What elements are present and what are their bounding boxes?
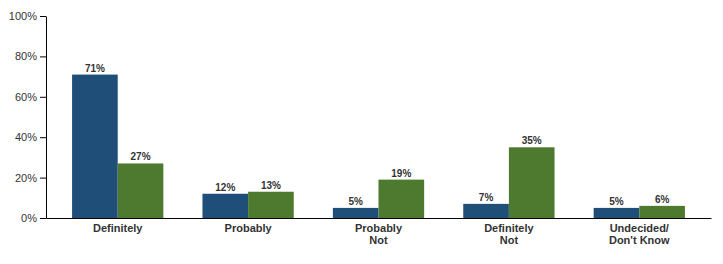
bar <box>463 204 509 218</box>
tick-label: ProbablyNot <box>355 222 403 247</box>
tick-label-line: Not <box>500 234 519 246</box>
bar <box>248 192 294 218</box>
data-label: 35% <box>522 135 542 146</box>
tick-label-line: Undecided/ <box>610 222 669 234</box>
tick-label: 20% <box>15 172 37 184</box>
tick-mark <box>40 56 46 57</box>
plot: 0%20%40%60%80%100%DefinitelyProbablyProb… <box>9 10 712 246</box>
tick-label: 40% <box>15 131 37 143</box>
tick-label-line: Don't Know <box>609 234 670 246</box>
tick-label: 60% <box>15 91 37 103</box>
chart-svg: 0%20%40%60%80%100%DefinitelyProbablyProb… <box>0 0 723 264</box>
bar <box>594 208 640 218</box>
data-label: 13% <box>261 180 281 191</box>
data-labels: 71% 12% 5% 7% 5% 27% 13% 19% 35% 6% <box>85 63 670 207</box>
bar <box>379 180 425 218</box>
tick: 100% <box>9 10 46 22</box>
data-label: 5% <box>348 196 363 207</box>
bar <box>509 147 555 218</box>
data-label: 19% <box>391 168 411 179</box>
tick-label-line: Probably <box>355 222 403 234</box>
tick: 20% <box>15 172 46 184</box>
y-axis: 0% 20% 40% 60% 80% 100% <box>9 10 47 224</box>
tick: ProbablyNot <box>355 222 403 247</box>
tick-mark <box>40 137 46 138</box>
tick: Undecided/Don't Know <box>609 222 670 247</box>
data-label: 7% <box>479 192 494 203</box>
tick: DefinitelyNot <box>484 222 534 247</box>
bar <box>639 206 685 218</box>
tick-label: 80% <box>15 50 37 62</box>
tick-mark <box>40 16 46 17</box>
tick-label: DefinitelyNot <box>484 222 534 247</box>
tick-label-line: Definitely <box>484 222 534 234</box>
tick-label: 0% <box>21 212 37 224</box>
tick-label: 100% <box>9 10 37 22</box>
tick-mark <box>40 178 46 179</box>
tick-label-line: Probably <box>225 222 273 234</box>
data-label: 6% <box>655 194 670 205</box>
data-label: 71% <box>85 63 105 74</box>
tick: 60% <box>15 91 46 103</box>
tick-label: Probably <box>225 222 273 234</box>
tick-mark <box>40 97 46 98</box>
data-label: 27% <box>131 151 151 162</box>
tick: 0% <box>21 212 46 224</box>
data-label: 12% <box>215 182 235 193</box>
x-axis: DefinitelyProbablyProbablyNotDefinitelyN… <box>47 219 712 247</box>
tick: Probably <box>225 222 273 234</box>
tick-label: Undecided/Don't Know <box>609 222 670 247</box>
tick-mark <box>40 218 46 219</box>
data-label: 5% <box>609 196 624 207</box>
tick-label: Definitely <box>93 222 143 234</box>
bars <box>72 75 685 218</box>
tick-label-line: Not <box>369 234 388 246</box>
tick-label-line: Definitely <box>93 222 143 234</box>
axis-line <box>46 17 47 219</box>
tick: 80% <box>15 50 46 62</box>
bar <box>118 163 164 218</box>
axis-line <box>47 218 712 219</box>
bar <box>333 208 379 218</box>
tick: 40% <box>15 131 46 143</box>
tick: Definitely <box>93 222 143 234</box>
chart-container: 0%20%40%60%80%100%DefinitelyProbablyProb… <box>0 0 723 264</box>
bar <box>72 75 118 218</box>
bar <box>202 194 248 218</box>
